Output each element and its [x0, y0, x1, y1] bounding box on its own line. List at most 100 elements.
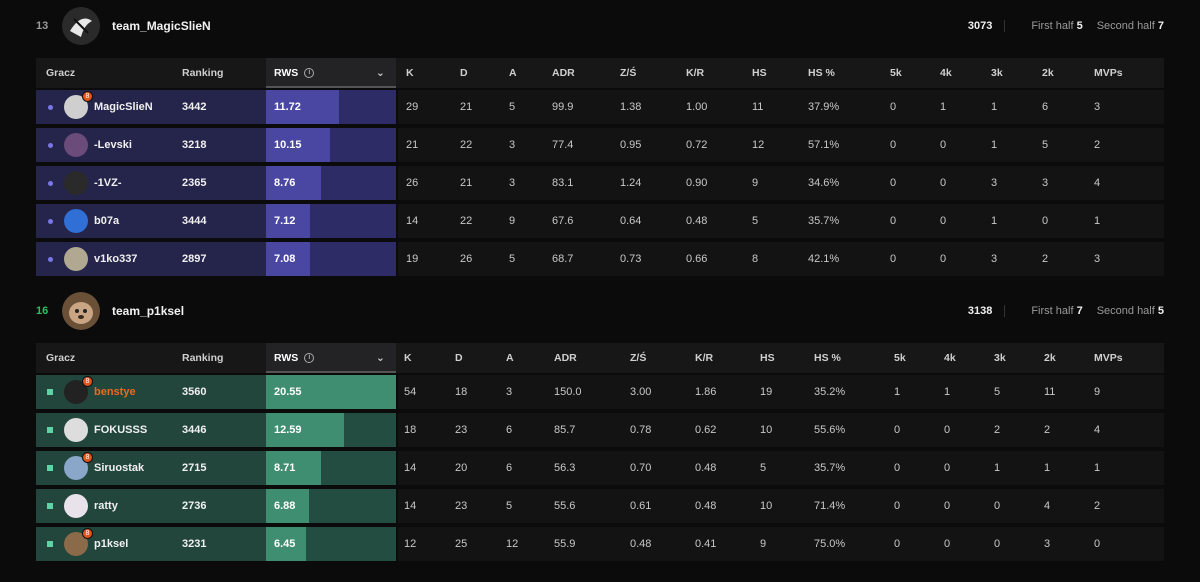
stat-k3: 3	[991, 177, 998, 189]
stat-k5: 0	[890, 101, 897, 113]
team-marker-icon	[48, 257, 53, 262]
team-name[interactable]: team_p1ksel	[112, 304, 185, 318]
rws-bar-fill	[266, 128, 330, 162]
rws-bar-fill	[266, 489, 309, 523]
second-half: Second half 5	[1096, 305, 1164, 317]
player-avatar[interactable]	[64, 209, 88, 233]
table-row[interactable]: -Levski 3218 10.15 21 22 3 77.4 0.95 0.72 12 57.1%…	[36, 128, 1164, 162]
column-header-gracz[interactable]: Gracz	[46, 67, 76, 79]
player-ranking: 3442	[182, 101, 207, 113]
team-name[interactable]: team_MagicSlieN	[112, 19, 211, 33]
player-name[interactable]: p1ksel	[94, 538, 129, 550]
stat-a: 3	[509, 139, 516, 151]
rws-sort-header[interactable]	[266, 343, 396, 373]
team-marker-icon	[48, 219, 53, 224]
stat-kr: 0.48	[695, 462, 717, 474]
player-name[interactable]: FOKUSSS	[94, 424, 148, 436]
column-header-hs[interactable]: HS	[760, 352, 775, 364]
column-header-gracz[interactable]: Gracz	[46, 352, 76, 364]
player-name[interactable]: -Levski	[94, 139, 132, 151]
team-avatar[interactable]	[62, 292, 100, 330]
player-name[interactable]: MagicSlieN	[94, 101, 153, 113]
table-row[interactable]: 8 MagicSlieN 3442 11.72 29 21 5 99.9 1.38 1.00 11 3…	[36, 90, 1164, 124]
table-row[interactable]: -1VZ- 2365 8.76 26 21 3 83.1 1.24 0.90 9 34.6% 0 0 3 3…	[36, 166, 1164, 200]
column-header-ranking[interactable]: Ranking	[182, 352, 224, 364]
column-header-mvps[interactable]: MVPs	[1094, 67, 1123, 79]
column-header-hsp[interactable]: HS %	[814, 352, 841, 364]
column-header-kr[interactable]: K/R	[686, 67, 705, 79]
column-header-k2[interactable]: 2k	[1044, 352, 1056, 364]
column-header-adr[interactable]: ADR	[554, 352, 577, 364]
column-header-k[interactable]: K	[406, 67, 414, 79]
stat-adr: 67.6	[552, 215, 574, 227]
stat-k2: 6	[1042, 101, 1049, 113]
column-header-k5[interactable]: 5k	[890, 67, 902, 79]
column-header-d[interactable]: D	[460, 67, 468, 79]
table-row[interactable]: ratty 2736 6.88 14 23 5 55.6 0.61 0.48 10 71.4% 0 0 0…	[36, 489, 1164, 523]
player-name[interactable]: benstye	[94, 386, 136, 398]
column-header-a[interactable]: A	[506, 352, 514, 364]
stat-adr: 68.7	[552, 253, 574, 265]
column-header-k3[interactable]: 3k	[991, 67, 1003, 79]
table-row[interactable]: 8 p1ksel 3231 6.45 12 25 12 55.9 0.48 0.41 9 75.0% 0…	[36, 527, 1164, 561]
table-row[interactable]: 8 benstye 3560 20.55 54 18 3 150.0 3.00 1.86 19 35.…	[36, 375, 1164, 409]
player-avatar[interactable]	[64, 247, 88, 271]
info-icon[interactable]: i	[304, 353, 315, 363]
stat-mvps: 4	[1094, 177, 1101, 189]
table-row[interactable]: b07a 3444 7.12 14 22 9 67.6 0.64 0.48 5 35.7% 0 0 1 0 1	[36, 204, 1164, 238]
rws-bar-fill	[266, 204, 310, 238]
stat-zs: 3.00	[630, 386, 652, 398]
stat-adr: 77.4	[552, 139, 574, 151]
column-header-a[interactable]: A	[509, 67, 517, 79]
column-header-kr[interactable]: K/R	[695, 352, 714, 364]
column-header-k4[interactable]: 4k	[940, 67, 952, 79]
stat-mvps: 3	[1094, 101, 1101, 113]
column-header-rws[interactable]: RWS i	[274, 343, 315, 373]
column-header-k2[interactable]: 2k	[1042, 67, 1054, 79]
stat-k2: 3	[1044, 538, 1051, 550]
column-header-adr[interactable]: ADR	[552, 67, 575, 79]
player-rws: 7.12	[274, 215, 296, 227]
stat-k3: 1	[991, 101, 998, 113]
player-name[interactable]: -1VZ-	[94, 177, 122, 189]
chevron-down-icon[interactable]: ⌄	[376, 352, 385, 364]
column-header-zs[interactable]: Z/Ś	[630, 352, 647, 364]
column-header-zs[interactable]: Z/Ś	[620, 67, 637, 79]
player-avatar[interactable]: 8	[64, 91, 93, 119]
column-header-mvps[interactable]: MVPs	[1094, 352, 1123, 364]
player-rws: 6.45	[274, 538, 296, 550]
column-header-k4[interactable]: 4k	[944, 352, 956, 364]
player-stats-panel	[398, 204, 1164, 238]
column-header-hs[interactable]: HS	[752, 67, 767, 79]
team-avatar[interactable]	[62, 7, 100, 45]
column-header-ranking[interactable]: Ranking	[182, 67, 224, 79]
player-name[interactable]: Siruostak	[94, 462, 145, 474]
table-row[interactable]: FOKUSSS 3446 12.59 18 23 6 85.7 0.78 0.62 10 55.6%…	[36, 413, 1164, 447]
player-avatar[interactable]	[64, 418, 88, 442]
column-header-hsp[interactable]: HS %	[808, 67, 835, 79]
player-avatar[interactable]: 8	[64, 452, 93, 480]
chevron-down-icon[interactable]: ⌄	[376, 67, 385, 79]
column-header-d[interactable]: D	[455, 352, 463, 364]
player-name[interactable]: ratty	[94, 500, 118, 512]
rws-sort-header[interactable]	[266, 58, 396, 88]
player-name[interactable]: b07a	[94, 215, 120, 227]
stat-adr: 83.1	[552, 177, 574, 189]
player-avatar[interactable]	[64, 133, 88, 157]
stat-k3: 1	[994, 462, 1001, 474]
player-avatar[interactable]	[64, 494, 88, 518]
player-avatar[interactable]: 8	[64, 528, 93, 556]
column-header-rws[interactable]: RWS i	[274, 58, 315, 88]
team-score: 16	[36, 305, 49, 317]
column-header-k[interactable]: K	[404, 352, 412, 364]
info-icon[interactable]: i	[304, 68, 315, 78]
column-header-k3[interactable]: 3k	[994, 352, 1006, 364]
table-row[interactable]: v1ko337 2897 7.08 19 26 5 68.7 0.73 0.66 8 42.1% 0 0…	[36, 242, 1164, 276]
column-header-k5[interactable]: 5k	[894, 352, 906, 364]
stat-zs: 0.61	[630, 500, 652, 512]
player-name[interactable]: v1ko337	[94, 253, 138, 265]
table-row[interactable]: 8 Siruostak 2715 8.71 14 20 6 56.3 0.70 0.48 5 35.7…	[36, 451, 1164, 485]
stat-k4: 0	[940, 139, 947, 151]
player-avatar[interactable]	[64, 171, 88, 195]
player-avatar[interactable]: 8	[64, 376, 93, 404]
